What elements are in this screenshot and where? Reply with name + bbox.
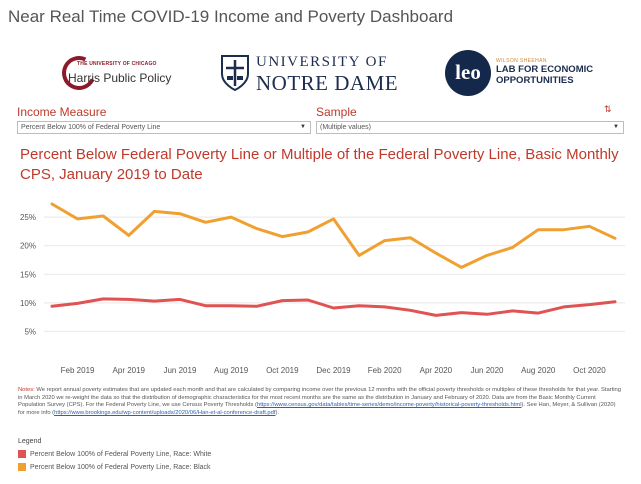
y-tick-label: 10%	[20, 299, 36, 308]
x-tick-label: Jun 2019	[163, 366, 196, 375]
legend-swatch-black	[18, 463, 26, 472]
legend-item-white[interactable]: Percent Below 100% of Federal Poverty Li…	[18, 450, 211, 460]
y-tick-label: 25%	[20, 213, 36, 222]
chevron-down-icon: ▼	[613, 124, 619, 130]
chart-title: Percent Below Federal Poverty Line or Mu…	[20, 146, 619, 183]
y-axis-labels: 5% 10% 15% 20% 25%	[20, 213, 36, 336]
x-tick-label: Apr 2020	[420, 366, 453, 375]
harris-public-policy-logo: THE UNIVERSITY OF CHICAGO Harris Public …	[57, 51, 182, 98]
gridlines	[44, 216, 625, 332]
legend-title: Legend	[18, 438, 42, 445]
series-line-black[interactable]	[50, 202, 617, 269]
sample-label: Sample	[316, 105, 357, 119]
legend-swatch-white	[18, 450, 26, 459]
legend-label-white: Percent Below 100% of Federal Poverty Li…	[30, 451, 212, 458]
x-tick-label: Oct 2020	[573, 366, 606, 375]
notre-dame-logo-line2: NOTRE DAME	[256, 71, 399, 95]
leo-logo-line2: OPPORTUNITIES	[496, 75, 574, 86]
income-measure-value: Percent Below 100% of Federal Poverty Li…	[21, 124, 161, 131]
notes-text-3: ).	[275, 409, 280, 416]
leo-logo: leo WILSON SHEEHAN LAB FOR ECONOMIC OPPO…	[445, 50, 595, 100]
brookings-paper-link[interactable]: https://www.brookings.edu/wp-content/upl…	[54, 409, 276, 416]
leo-logo-mark: leo	[445, 50, 491, 96]
y-tick-label: 20%	[20, 242, 36, 251]
x-tick-label: Dec 2019	[316, 366, 351, 375]
notes-text: Notes: We report annual poverty estimate…	[18, 387, 623, 417]
census-thresholds-link[interactable]: https://www.census.gov/data/tables/time-…	[256, 402, 522, 409]
leo-logo-superscript: WILSON SHEEHAN	[496, 58, 547, 64]
x-tick-label: Feb 2019	[61, 366, 95, 375]
x-tick-label: Aug 2019	[214, 366, 249, 375]
legend-label-black: Percent Below 100% of Federal Poverty Li…	[30, 464, 211, 471]
x-tick-label: Jun 2020	[471, 366, 504, 375]
notes-text-1: We report annual poverty estimates that …	[18, 387, 622, 409]
harris-logo-superscript: THE UNIVERSITY OF CHICAGO	[77, 61, 157, 67]
notre-dame-logo: UNIVERSITY OF NOTRE DAME	[220, 52, 405, 100]
income-measure-dropdown[interactable]: Percent Below 100% of Federal Poverty Li…	[17, 121, 311, 134]
income-measure-label: Income Measure	[17, 105, 107, 119]
chevron-down-icon: ▼	[300, 124, 306, 130]
y-tick-label: 5%	[24, 327, 36, 336]
sample-dropdown[interactable]: (Multiple values) ▼	[316, 121, 624, 134]
notre-dame-logo-line1: UNIVERSITY OF	[256, 54, 388, 70]
leo-logo-line1: LAB FOR ECONOMIC	[496, 64, 594, 75]
notre-dame-shield-icon	[221, 55, 249, 92]
logo-bar: THE UNIVERSITY OF CHICAGO Harris Public …	[0, 48, 641, 104]
sample-value: (Multiple values)	[320, 124, 371, 131]
x-tick-label: Oct 2019	[266, 366, 299, 375]
x-tick-label: Apr 2019	[113, 366, 146, 375]
legend-item-black[interactable]: Percent Below 100% of Federal Poverty Li…	[18, 463, 211, 473]
y-tick-label: 15%	[20, 270, 36, 279]
x-tick-label: Aug 2020	[521, 366, 556, 375]
notes-lead: Notes:	[18, 387, 35, 393]
series-lines	[50, 202, 617, 317]
x-tick-label: Feb 2020	[368, 366, 402, 375]
poverty-line-chart: 5% 10% 15% 20% 25% Feb 2019 Apr 2019 Jun 2019 A…	[20, 202, 625, 375]
dashboard-title: Near Real Time COVID-19 Income and Pover…	[8, 7, 454, 26]
harris-logo-name: Harris Public Policy	[68, 71, 172, 85]
clear-filter-icon[interactable]: ⇅	[604, 104, 612, 114]
series-line-white[interactable]	[50, 297, 617, 317]
notes-text-2: ). See Han, Meyer, & Sullivan (2020) for…	[18, 402, 616, 416]
x-axis-labels: Feb 2019 Apr 2019 Jun 2019 Aug 2019 Oct 2019…	[61, 366, 607, 375]
